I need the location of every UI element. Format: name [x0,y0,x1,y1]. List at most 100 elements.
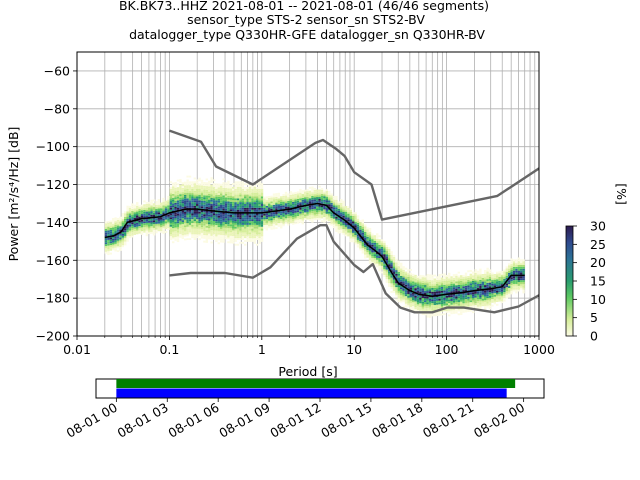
heatmap-cell [181,216,185,219]
heatmap-cell [256,226,259,229]
heatmap-cell [181,195,185,198]
heatmap-cell [253,194,257,197]
heatmap-cell [436,291,439,294]
heatmap-cell [414,303,417,306]
heatmap-cell [376,254,379,256]
heatmap-cell [424,303,427,306]
heatmap-cell [196,200,199,203]
heatmap-cell [169,232,173,235]
heatmap-cell [203,219,206,222]
heatmap-cell [318,210,321,213]
heatmap-cell [205,193,209,196]
heatmap-cell [220,238,223,241]
colorbar-gradient [565,225,574,337]
heatmap-cell [203,235,206,237]
heatmap-cell [515,261,518,264]
heatmap-cell [172,184,175,187]
heatmap-cell [138,222,141,225]
heatmap-cell [421,305,425,308]
heatmap-cell [191,186,194,189]
heatmap-cell [191,190,194,193]
heatmap-cell [224,218,228,221]
heatmap-cell [383,274,386,277]
heatmap-cell [397,270,401,272]
heatmap-cell [160,202,163,205]
heatmap-cell [455,290,458,293]
heatmap-cell [258,224,261,227]
heatmap-cell [248,224,252,227]
heatmap-cell [503,275,506,278]
heatmap-cell [383,250,386,253]
heatmap-cell [160,213,163,216]
heatmap-cell [395,277,398,280]
heatmap-cell [140,208,144,211]
heatmap-cell [119,228,122,230]
heatmap-cell [184,227,187,230]
heatmap-cell [263,217,266,220]
heatmap-cell [368,250,372,253]
heatmap-cell [455,285,458,288]
heatmap-cell [234,194,237,197]
heatmap-cell [342,200,345,203]
heatmap-cell [301,209,305,212]
heatmap-cell [373,239,377,241]
heatmap-cell [460,309,463,312]
heatmap-cell [179,211,182,214]
heatmap-cell [232,186,235,189]
heatmap-cell [248,209,252,212]
heatmap-cell [368,235,372,238]
heatmap-cell [354,212,357,215]
y-tick-label: −140 [36,215,70,230]
heatmap-cell [251,226,254,229]
heatmap-cell [104,251,108,254]
heatmap-cell [179,226,182,229]
heatmap-cell [390,253,393,255]
heatmap-cell [181,203,185,205]
heatmap-cell [352,212,355,214]
heatmap-cell [268,213,271,215]
heatmap-cell [222,195,225,198]
heatmap-cell [179,230,182,233]
heatmap-cell [460,277,463,279]
heatmap-cell [191,213,194,216]
heatmap-cell [515,259,518,262]
heatmap-cell [388,284,391,287]
heatmap-cell [484,283,487,286]
heatmap-cell [155,210,158,213]
heatmap-cell [179,222,182,225]
heatmap-cell [222,214,225,217]
heatmap-cell [244,190,247,193]
heatmap-cell [236,226,240,229]
heatmap-cell [212,222,216,225]
heatmap-cell [352,238,355,241]
heatmap-cell [212,205,216,208]
heatmap-cell [208,195,211,198]
heatmap-cell [296,215,300,218]
heatmap-cell [340,200,343,203]
heatmap-cell [356,220,360,223]
heatmap-cell [268,199,271,202]
heatmap-cell [402,290,405,293]
heatmap-cell [203,183,206,186]
heatmap-cell [104,249,108,252]
heatmap-cell [498,297,501,300]
heatmap-cell [210,213,213,216]
heatmap-cell [287,216,290,218]
heatmap-cell [289,202,293,205]
heatmap-cell [236,209,240,212]
heatmap-cell [186,230,189,233]
heatmap-cell [299,188,302,191]
heatmap-cell [488,278,492,281]
heatmap-cell [191,234,194,237]
heatmap-cell [203,223,206,226]
heatmap-cell [520,266,523,269]
heatmap-cell [308,219,312,221]
heatmap-cell [104,244,108,247]
heatmap-cell [138,214,141,217]
heatmap-cell [304,218,307,220]
heatmap-cell [246,234,249,237]
heatmap-cell [320,208,324,211]
heatmap-cell [428,287,432,290]
heatmap-cell [412,275,415,278]
heatmap-cell [169,202,173,204]
